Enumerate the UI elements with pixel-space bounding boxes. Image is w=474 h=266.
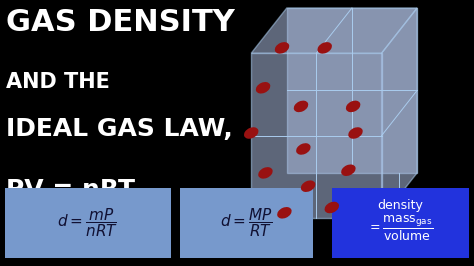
Polygon shape bbox=[251, 53, 382, 218]
Ellipse shape bbox=[325, 202, 339, 213]
Polygon shape bbox=[382, 8, 417, 218]
Text: $\mathit{d} = \dfrac{\mathit{m}P}{nRT}$: $\mathit{d} = \dfrac{\mathit{m}P}{nRT}$ bbox=[57, 206, 118, 239]
Ellipse shape bbox=[341, 164, 356, 176]
Ellipse shape bbox=[346, 101, 360, 112]
Text: IDEAL GAS LAW,: IDEAL GAS LAW, bbox=[6, 117, 232, 141]
Polygon shape bbox=[251, 8, 417, 53]
Polygon shape bbox=[287, 8, 417, 173]
Text: $\mathit{d} = \dfrac{\mathit{M}P}{RT}$: $\mathit{d} = \dfrac{\mathit{M}P}{RT}$ bbox=[220, 206, 273, 239]
Ellipse shape bbox=[301, 180, 315, 192]
Text: AND THE: AND THE bbox=[6, 72, 109, 92]
Ellipse shape bbox=[318, 42, 332, 54]
Ellipse shape bbox=[275, 42, 289, 54]
FancyBboxPatch shape bbox=[332, 188, 469, 258]
Text: GAS DENSITY: GAS DENSITY bbox=[6, 8, 235, 37]
Ellipse shape bbox=[258, 167, 273, 179]
Ellipse shape bbox=[294, 101, 308, 112]
FancyBboxPatch shape bbox=[5, 188, 171, 258]
Ellipse shape bbox=[277, 207, 292, 219]
Text: density: density bbox=[378, 200, 423, 213]
Text: PV = nRT: PV = nRT bbox=[6, 178, 135, 202]
Ellipse shape bbox=[348, 127, 363, 139]
Ellipse shape bbox=[256, 82, 270, 94]
FancyBboxPatch shape bbox=[180, 188, 313, 258]
Ellipse shape bbox=[244, 127, 258, 139]
Text: $= \dfrac{\mathrm{mass}_{\mathrm{gas}}}{\mathrm{volume}}$: $= \dfrac{\mathrm{mass}_{\mathrm{gas}}}{… bbox=[367, 214, 434, 243]
Ellipse shape bbox=[296, 143, 310, 155]
